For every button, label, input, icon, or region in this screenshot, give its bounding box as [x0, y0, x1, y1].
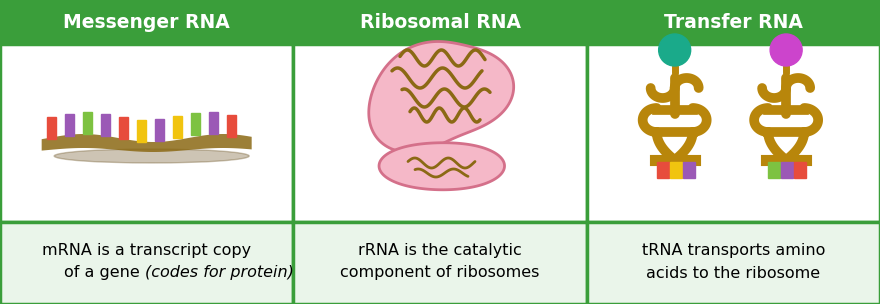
Text: tRNA transports amino: tRNA transports amino [642, 243, 825, 257]
Bar [781, 162, 793, 178]
Text: rRNA is the catalytic: rRNA is the catalytic [358, 243, 522, 257]
Bar [587, 0, 880, 44]
Ellipse shape [55, 149, 249, 163]
Circle shape [658, 34, 691, 66]
Bar [137, 120, 146, 142]
Bar [293, 222, 587, 304]
Bar [293, 44, 587, 222]
Text: acids to the ribosome: acids to the ribosome [646, 265, 820, 281]
Bar [794, 162, 806, 178]
Bar [653, 157, 697, 164]
Text: of a gene: of a gene [63, 265, 144, 281]
Bar [293, 0, 587, 44]
Bar [191, 113, 200, 135]
Bar [587, 44, 880, 222]
Polygon shape [379, 143, 504, 190]
Bar [101, 114, 110, 136]
Text: Messenger RNA: Messenger RNA [63, 12, 230, 32]
Bar [65, 114, 74, 136]
Text: Transfer RNA: Transfer RNA [664, 12, 803, 32]
Bar [768, 162, 781, 178]
Circle shape [770, 34, 803, 66]
Text: mRNA is a transcript copy: mRNA is a transcript copy [42, 243, 251, 257]
Bar [173, 116, 182, 138]
Text: (codes for protein): (codes for protein) [144, 265, 294, 281]
Bar [670, 162, 682, 178]
Bar [119, 117, 128, 139]
Bar [84, 112, 92, 134]
Bar [0, 44, 293, 222]
Bar [0, 222, 293, 304]
Bar [656, 162, 669, 178]
Text: Ribosomal RNA: Ribosomal RNA [360, 12, 520, 32]
Bar [155, 119, 165, 141]
Bar [587, 222, 880, 304]
Bar [227, 115, 236, 137]
Text: component of ribosomes: component of ribosomes [341, 265, 539, 281]
Bar [48, 117, 56, 139]
Polygon shape [369, 42, 514, 152]
Bar [764, 157, 808, 164]
Bar [209, 112, 218, 134]
Bar [683, 162, 694, 178]
Bar [0, 0, 293, 44]
Polygon shape [41, 134, 252, 152]
